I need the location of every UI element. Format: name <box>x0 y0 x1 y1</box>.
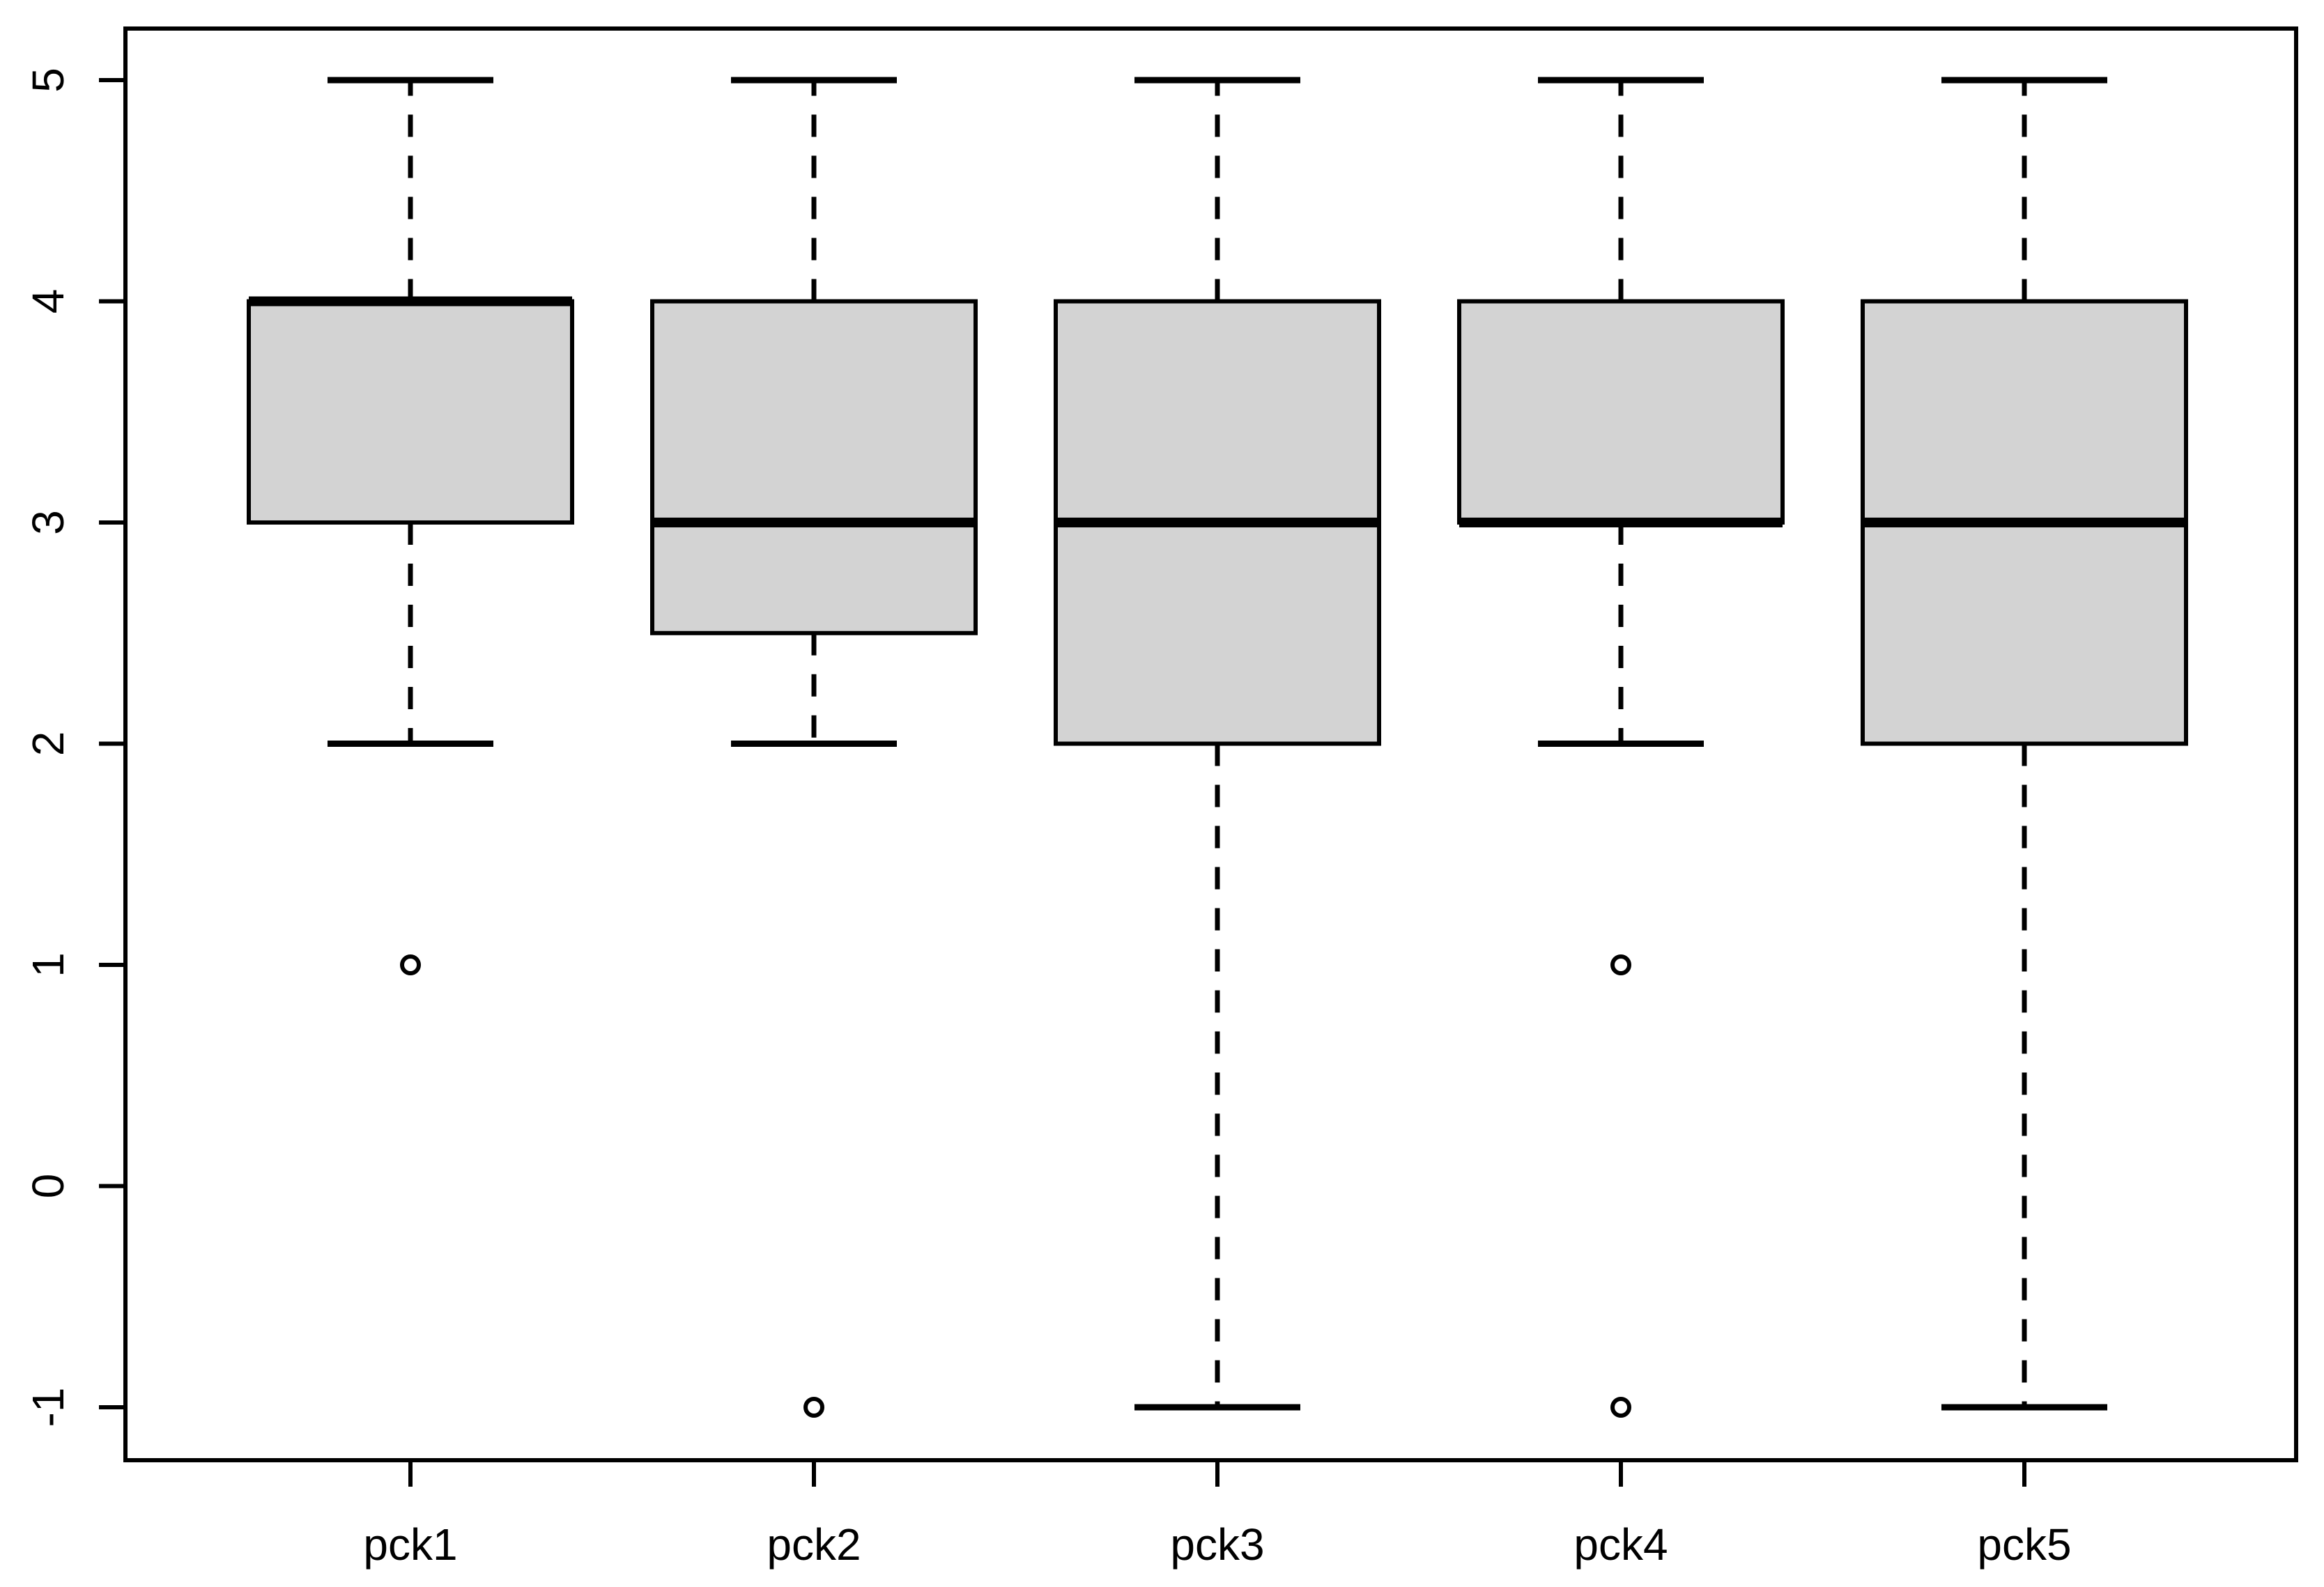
box-pck4 <box>1457 299 1785 525</box>
x-axis-tick-label: pck3 <box>1170 1519 1264 1570</box>
y-axis-tick-label: 0 <box>23 1174 73 1199</box>
outlier-point-pck4 <box>1610 954 1631 975</box>
y-axis-tick-label: 1 <box>23 952 73 977</box>
box-pck2 <box>650 299 978 635</box>
x-axis-tick-label: pck1 <box>363 1519 457 1570</box>
x-axis-tick-label: pck5 <box>1977 1519 2071 1570</box>
y-axis-tick-label: 5 <box>23 68 73 93</box>
x-axis-tick-label: pck2 <box>767 1519 861 1570</box>
x-axis-tick-label: pck4 <box>1573 1519 1668 1570</box>
y-axis-tick-label: 4 <box>23 289 73 314</box>
box-pck1 <box>247 299 574 525</box>
outlier-point-pck2 <box>803 1397 824 1418</box>
y-axis-tick-label: 2 <box>23 731 73 757</box>
y-axis-tick-label: 3 <box>23 510 73 535</box>
y-axis-tick-label: -1 <box>23 1388 73 1427</box>
outlier-point-pck4 <box>1610 1397 1631 1418</box>
outlier-point-pck1 <box>400 954 421 975</box>
